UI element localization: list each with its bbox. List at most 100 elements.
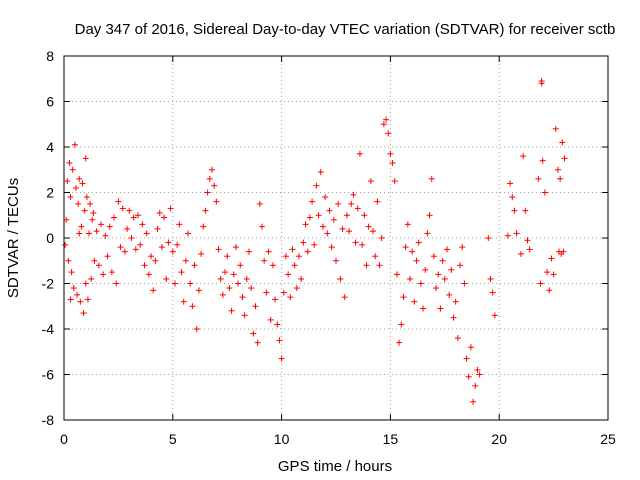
grid xyxy=(64,56,608,420)
data-point xyxy=(387,150,394,157)
x-tick-label: 5 xyxy=(169,431,177,447)
data-point xyxy=(356,150,363,157)
data-point xyxy=(111,214,118,221)
data-point xyxy=(82,155,89,162)
data-point xyxy=(176,221,183,228)
data-point xyxy=(95,262,102,269)
data-point xyxy=(339,225,346,232)
data-point xyxy=(459,244,466,251)
data-point xyxy=(337,275,344,282)
data-point xyxy=(198,250,205,257)
y-tick-label: 8 xyxy=(46,48,54,64)
data-point xyxy=(411,298,418,305)
data-point xyxy=(139,221,146,228)
data-point xyxy=(86,230,93,237)
data-point xyxy=(241,312,248,319)
data-point xyxy=(254,339,261,346)
data-point xyxy=(68,269,75,276)
data-point xyxy=(335,200,342,207)
data-point xyxy=(104,253,111,260)
data-point xyxy=(167,205,174,212)
data-point xyxy=(75,200,82,207)
y-tick-label: 6 xyxy=(46,94,54,110)
data-point xyxy=(476,371,483,378)
data-point xyxy=(309,198,316,205)
data-point xyxy=(100,271,107,278)
data-point xyxy=(322,194,329,201)
data-point xyxy=(302,221,309,228)
x-tick-label: 15 xyxy=(383,431,399,447)
data-point xyxy=(406,275,413,282)
y-tick-label: -8 xyxy=(42,412,55,428)
data-point xyxy=(420,305,427,312)
data-point xyxy=(298,275,305,282)
data-point xyxy=(161,214,168,221)
data-point xyxy=(437,305,444,312)
data-point xyxy=(89,216,96,223)
data-point xyxy=(169,248,176,255)
data-point xyxy=(163,275,170,282)
data-point xyxy=(417,280,424,287)
data-point xyxy=(546,287,553,294)
data-point xyxy=(383,116,390,123)
y-tick-label: -6 xyxy=(42,367,55,383)
data-point xyxy=(235,280,242,287)
data-point xyxy=(187,280,194,287)
data-point xyxy=(206,175,213,182)
data-point xyxy=(152,257,159,264)
data-point xyxy=(428,175,435,182)
data-point xyxy=(296,253,303,260)
data-point xyxy=(396,339,403,346)
axes: 0 5 10 15 20 25 -8 -6 -4 -2 0 2 4 6 8 xyxy=(42,48,616,447)
data-point xyxy=(193,326,200,332)
data-point xyxy=(326,207,333,214)
data-point xyxy=(202,207,209,214)
data-point xyxy=(208,166,215,173)
data-point xyxy=(82,280,89,287)
data-point xyxy=(74,291,81,298)
data-point xyxy=(485,235,492,241)
data-point xyxy=(435,271,442,278)
data-point xyxy=(145,271,152,278)
data-point xyxy=(285,271,292,278)
data-point xyxy=(272,296,279,303)
data-point xyxy=(141,262,148,269)
x-tick-label: 10 xyxy=(274,431,290,447)
data-point xyxy=(66,159,73,166)
data-point xyxy=(544,269,551,276)
y-tick-label: 0 xyxy=(46,230,54,246)
y-tick-label: -2 xyxy=(42,276,55,292)
data-point xyxy=(128,235,135,241)
data-point xyxy=(522,207,529,214)
x-axis-label: GPS time / hours xyxy=(278,458,392,475)
data-point xyxy=(226,285,233,292)
data-point xyxy=(404,221,411,228)
data-point xyxy=(439,257,446,264)
data-point xyxy=(243,275,250,282)
data-point xyxy=(491,312,498,319)
data-point xyxy=(71,141,78,148)
data-point xyxy=(228,307,235,314)
data-point xyxy=(317,169,324,176)
data-point xyxy=(311,241,318,248)
data-point xyxy=(252,303,259,310)
data-point xyxy=(278,355,285,362)
data-point xyxy=(76,175,83,182)
data-point xyxy=(461,280,468,287)
data-point xyxy=(79,180,86,187)
data-point xyxy=(248,285,255,292)
data-point xyxy=(313,182,320,189)
data-point xyxy=(182,257,189,264)
data-point xyxy=(369,228,376,235)
data-point xyxy=(178,269,185,276)
data-point xyxy=(448,266,455,273)
y-tick-label: -4 xyxy=(42,321,55,337)
data-point xyxy=(402,244,409,251)
data-point xyxy=(263,289,270,296)
data-point xyxy=(348,200,355,207)
data-point xyxy=(441,275,448,282)
data-point xyxy=(452,298,459,305)
data-point xyxy=(102,232,109,239)
data-point xyxy=(385,130,392,137)
data-point xyxy=(150,287,157,294)
